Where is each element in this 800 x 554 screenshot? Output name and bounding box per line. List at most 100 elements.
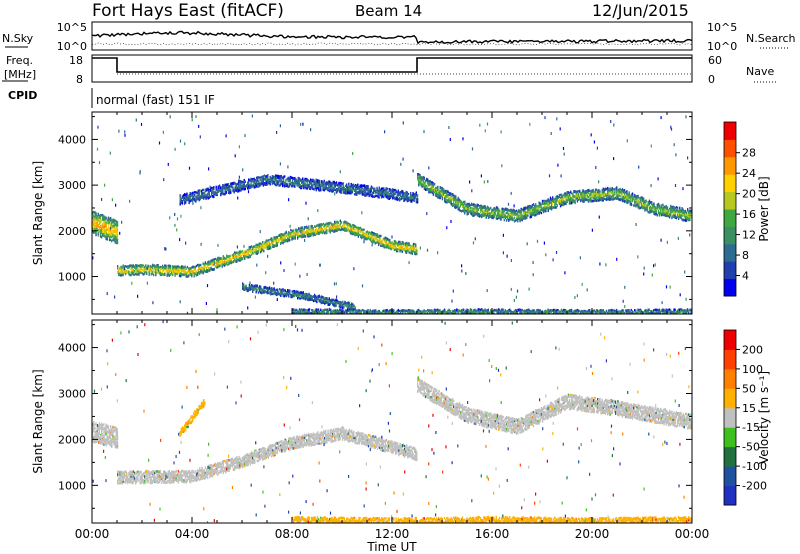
power-cell <box>203 268 205 271</box>
power-cell <box>502 214 504 217</box>
power-cell <box>621 199 624 203</box>
power-cell <box>98 228 101 231</box>
power-cell <box>622 197 625 200</box>
power-cell <box>402 247 404 251</box>
power-cell <box>409 244 411 248</box>
power-cell <box>101 236 103 239</box>
power-cell <box>363 233 365 236</box>
power-cell <box>373 237 375 240</box>
power-cell <box>116 222 119 225</box>
power-cell <box>298 235 300 238</box>
power-cell <box>104 229 106 232</box>
power-cell <box>270 237 272 241</box>
power-cell <box>322 231 325 234</box>
power-cell <box>582 198 584 202</box>
power-cell <box>477 208 479 211</box>
power-cell <box>234 255 236 258</box>
power-cell <box>116 234 119 237</box>
power-cell <box>98 230 101 233</box>
power-cell <box>455 202 457 205</box>
power-cell <box>99 215 102 218</box>
power-cell <box>344 224 346 227</box>
power-cell <box>464 200 466 204</box>
power-cell <box>96 216 98 220</box>
power-cell <box>174 273 176 276</box>
power-cell <box>193 275 195 278</box>
power-cell <box>486 213 488 217</box>
power-cell <box>598 196 600 199</box>
power-cell <box>572 198 574 201</box>
power-cell <box>426 185 428 188</box>
power-cell <box>136 270 138 274</box>
power-cell <box>585 192 588 196</box>
power-cell <box>268 245 271 249</box>
power-cell <box>166 268 168 271</box>
noise-sky-line <box>91 30 693 45</box>
power-cell <box>572 193 574 196</box>
power-cell <box>498 214 500 217</box>
power-cell <box>306 232 308 236</box>
power-cell <box>325 223 327 226</box>
power-cell <box>113 230 115 234</box>
power-cell <box>104 218 106 221</box>
power-cell <box>99 232 102 235</box>
power-cell <box>396 248 398 251</box>
power-cell <box>136 267 138 270</box>
power-cell <box>638 202 640 206</box>
power-cell <box>636 194 638 198</box>
power-cell <box>107 216 110 219</box>
power-cell <box>429 191 431 194</box>
power-cell <box>182 268 184 271</box>
power-cell <box>167 272 169 275</box>
power-cell <box>366 230 368 233</box>
power-cell <box>574 201 576 205</box>
power-cell <box>94 211 96 214</box>
power-cell <box>163 266 165 269</box>
power-cell <box>407 242 409 245</box>
power-cell <box>122 265 124 268</box>
power-cell <box>591 194 593 197</box>
power-cell <box>356 233 358 236</box>
power-cell <box>405 250 407 254</box>
power-cell <box>105 230 107 234</box>
power-cell <box>250 253 253 256</box>
power-cell <box>226 186 228 189</box>
power-cell <box>284 237 286 240</box>
cpid-label: CPID <box>8 89 37 102</box>
power-cell <box>432 193 435 196</box>
power-cell <box>491 215 493 218</box>
power-cell <box>392 243 394 247</box>
power-cell <box>547 208 549 212</box>
power-cell <box>141 272 143 275</box>
power-cell <box>257 247 259 250</box>
power-cell <box>248 247 250 250</box>
power-cell <box>457 203 459 206</box>
power-cell <box>228 262 230 265</box>
power-cell <box>175 272 177 275</box>
power-cell <box>562 203 564 206</box>
power-cell <box>337 221 339 224</box>
power-cell <box>313 225 316 228</box>
power-cell <box>531 208 534 211</box>
power-cell <box>331 229 334 233</box>
nave-tick-high: 60 <box>708 54 722 67</box>
power-cell <box>157 264 159 267</box>
power-cell <box>118 272 120 276</box>
power-cell <box>414 246 416 250</box>
freq-line <box>92 57 692 73</box>
power-cell <box>438 192 440 196</box>
power-cell <box>409 251 411 255</box>
power-cell <box>513 212 516 215</box>
power-cell <box>245 255 247 258</box>
power-cell <box>528 205 530 208</box>
power-cell <box>353 224 355 227</box>
power-cell <box>135 268 137 271</box>
power-cell <box>429 183 431 186</box>
power-cell <box>240 256 242 260</box>
power-cell <box>398 243 400 246</box>
power-cell <box>431 188 433 191</box>
power-cell <box>261 243 263 246</box>
power-cell <box>451 197 454 200</box>
power-cell <box>588 189 590 192</box>
power-cell <box>319 225 321 228</box>
